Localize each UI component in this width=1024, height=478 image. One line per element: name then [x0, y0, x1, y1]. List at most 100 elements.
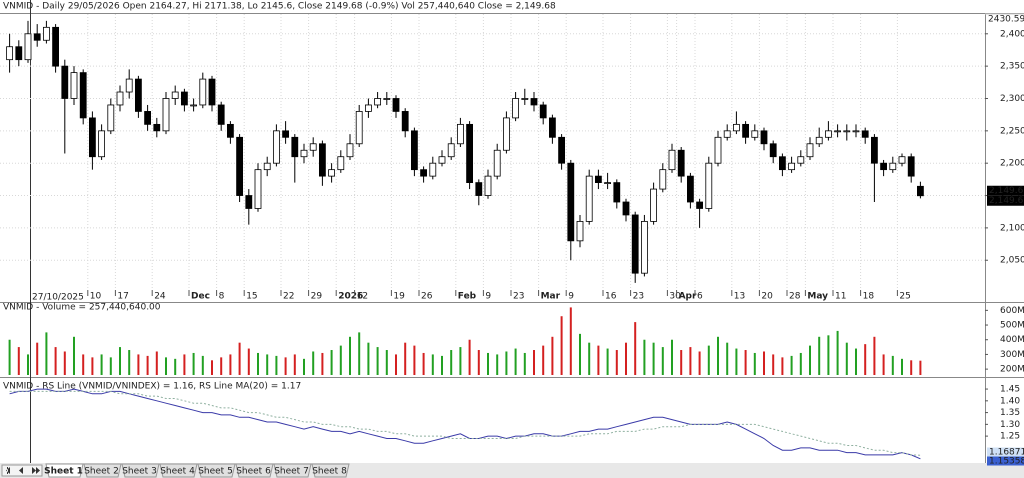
candle-body — [871, 136, 878, 164]
volume-bar — [349, 336, 351, 375]
sheet-tab[interactable] — [311, 463, 350, 478]
candle-body — [585, 175, 593, 222]
sheet-tab[interactable] — [121, 463, 160, 478]
volume-bar — [321, 352, 324, 375]
volume-bar — [174, 358, 177, 375]
candle-body — [153, 123, 161, 132]
nav-prev[interactable] — [19, 467, 23, 474]
x-tick-label: 29 — [311, 292, 323, 302]
volume-bar — [8, 339, 11, 375]
candle-body — [861, 130, 869, 138]
candle-body — [420, 169, 428, 177]
nav-first[interactable] — [6, 467, 10, 474]
sheet-tab[interactable] — [45, 463, 84, 478]
candle-body — [512, 98, 519, 119]
volume-bar — [229, 354, 232, 375]
nav-last[interactable] — [36, 467, 40, 474]
x-tick-label: 11 — [835, 292, 846, 302]
candle-body — [24, 33, 32, 61]
x-tick-label: 6 — [697, 292, 703, 302]
candle-body — [466, 123, 474, 183]
sheet-tab[interactable] — [83, 463, 122, 478]
y-tick-label: 500M — [1000, 321, 1024, 331]
candle-body — [6, 46, 13, 61]
volume-bar — [781, 357, 784, 375]
volume-bar — [36, 342, 39, 375]
sheet-tab[interactable] — [273, 463, 312, 478]
candle-body — [484, 175, 492, 196]
volume-bar — [82, 354, 85, 375]
volume-bar — [137, 354, 140, 375]
y-tick-label: 2,300 — [1000, 94, 1024, 104]
sheet-tab-label[interactable]: Sheet 2 — [84, 467, 119, 477]
nav-next[interactable] — [32, 467, 36, 474]
volume-bar — [542, 345, 545, 375]
volume-bar — [155, 351, 158, 375]
volume-bar — [579, 333, 581, 375]
candle-body — [898, 156, 906, 164]
sheet-tab-label[interactable]: Sheet 8 — [312, 467, 347, 477]
volume-bar — [698, 351, 701, 375]
candle-body — [502, 117, 510, 151]
y-tick-label: 2,350 — [1000, 62, 1024, 72]
volume-bar — [689, 347, 692, 375]
volume-bar — [477, 350, 480, 375]
sheet-tab[interactable] — [197, 463, 236, 478]
sheet-tab-label[interactable]: Sheet 7 — [274, 467, 309, 477]
pane-title: VNMID - Volume = 257,440,640.00 — [3, 303, 161, 313]
volume-bar — [772, 354, 775, 375]
candle-body — [742, 123, 749, 138]
x-tick-label: 20 — [761, 292, 773, 302]
candle-body — [410, 130, 418, 171]
sheet-tab-label[interactable]: Sheet 3 — [122, 467, 157, 477]
volume-bar — [266, 354, 269, 375]
volume-bar — [891, 355, 894, 375]
volume-bar — [855, 348, 857, 375]
candle-body — [171, 91, 179, 99]
sheet-tab[interactable] — [159, 463, 198, 478]
candle-body — [567, 162, 575, 242]
candle-body — [631, 214, 639, 274]
x-tick-label: 13 — [734, 292, 745, 302]
candle-body — [61, 65, 69, 99]
y-tick-label: 2,250 — [1000, 126, 1024, 136]
volume-bar — [450, 350, 453, 375]
tabs: Sheet 1 Sheet 2 Sheet 3 Sheet 4 Sheet 5 Sheet… — [44, 463, 350, 478]
candle-body — [300, 149, 308, 158]
candle-body — [751, 130, 759, 138]
x-tick-label: 23 — [513, 292, 524, 302]
volume-bar — [275, 355, 278, 375]
volume-bar — [339, 345, 342, 375]
volume-bar — [27, 354, 29, 375]
volume-bar — [615, 350, 618, 375]
price-box-label: 2,149.68 — [989, 196, 1024, 206]
candle-body — [558, 136, 565, 164]
candle-body — [696, 201, 703, 209]
candle-body — [79, 72, 87, 119]
candle-body — [723, 130, 731, 138]
volume-bar — [358, 332, 361, 375]
sheet-tab-label[interactable]: Sheet 1 — [44, 467, 83, 477]
volume-bar — [367, 342, 370, 375]
y-tick-label: 600M — [1000, 306, 1024, 316]
candle-body — [134, 78, 142, 112]
sheet-tab-label[interactable]: Sheet 5 — [198, 467, 233, 477]
volume-bar — [183, 354, 186, 375]
candle-body — [475, 182, 483, 196]
candle-body — [392, 98, 400, 112]
candle-body — [374, 98, 382, 106]
candle-body — [843, 130, 851, 133]
sheet-tab-label[interactable]: Sheet 4 — [160, 467, 195, 477]
candle-body — [226, 123, 234, 138]
x-tick-label: 19 — [393, 292, 405, 302]
candle-body — [889, 162, 897, 171]
volume-bar — [91, 357, 94, 375]
volume-bar — [73, 336, 75, 375]
sheet-tab-label[interactable]: Sheet 6 — [236, 467, 271, 477]
y-tick-label: 200M — [1000, 365, 1024, 375]
candle-body — [659, 169, 667, 190]
sheet-tab[interactable] — [235, 463, 274, 478]
price-box-label: 2,149.68 — [989, 186, 1024, 196]
volume-bar — [873, 336, 876, 375]
